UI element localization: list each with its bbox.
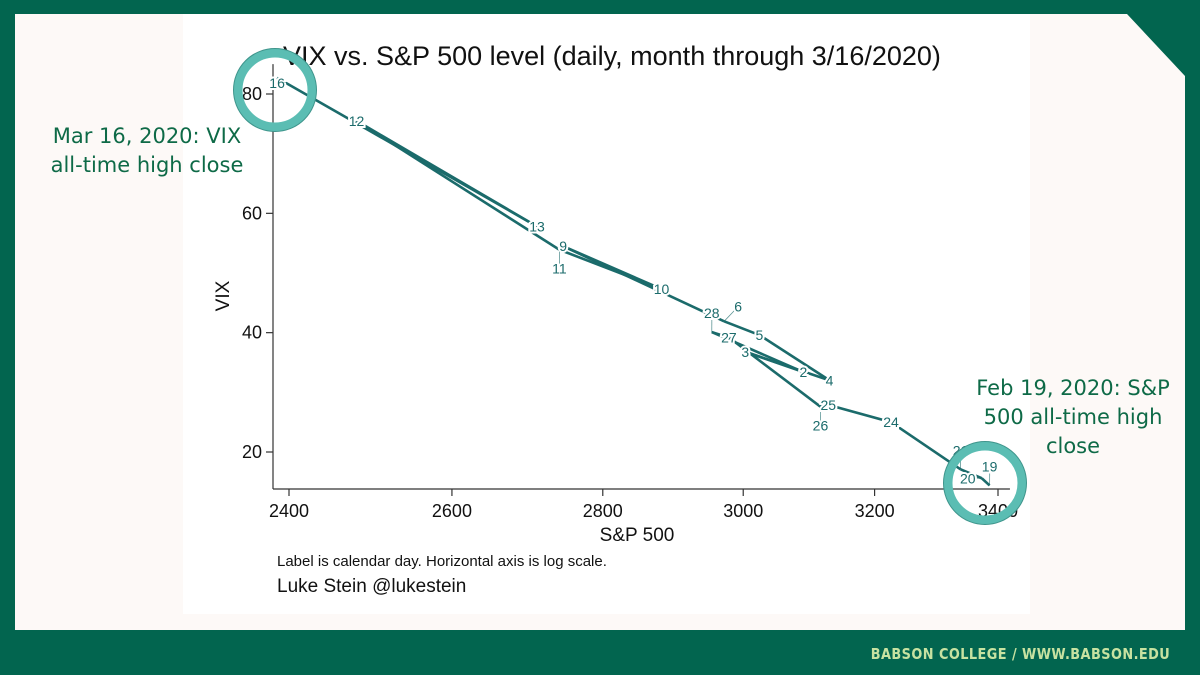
callout-vix-high-line2: all-time high close <box>50 153 244 177</box>
point-label: 10 <box>654 281 670 297</box>
series-segment <box>980 477 991 487</box>
series-segment <box>728 336 822 408</box>
callout-vix-high-line1: Mar 16, 2020: VIX <box>52 124 242 148</box>
point-label: 24 <box>883 414 899 430</box>
series-segment <box>758 333 831 382</box>
x-tick-label: 3200 <box>855 501 895 521</box>
chart-panel: VIX vs. S&P 500 level (daily, month thro… <box>183 14 1030 614</box>
series-segment <box>558 248 663 291</box>
point-label: 13 <box>529 218 545 234</box>
callout-sp500-high: Feb 19, 2020: S&P 500 all-time high clos… <box>968 374 1178 461</box>
footer-brand-text: BABSON COLLEGE / WWW.BABSON.EDU <box>870 645 1170 663</box>
slide-corner-decoration <box>1127 14 1185 76</box>
y-axis-label: VIX <box>213 280 234 311</box>
series-line <box>276 76 991 487</box>
x-axis-label: S&P 500 <box>600 525 675 546</box>
vix-vs-sp500-chart: VIX vs. S&P 500 level (daily, month thro… <box>213 41 1018 546</box>
series-segment <box>744 350 830 382</box>
point-label: 6 <box>734 299 742 315</box>
point-label: 28 <box>704 305 720 321</box>
y-tick-label: 20 <box>242 442 262 462</box>
point-label: 3 <box>741 344 749 360</box>
point-label: 20 <box>960 470 976 486</box>
series-segment <box>723 320 760 337</box>
label-leader-lines <box>559 249 991 486</box>
y-tick-label: 60 <box>242 203 262 223</box>
x-tick-label: 3000 <box>723 501 763 521</box>
chart-title: VIX vs. S&P 500 level (daily, month thro… <box>283 41 941 71</box>
label-leader-line <box>723 306 739 322</box>
series-segment <box>276 76 538 228</box>
callout-sp500-high-line2: 500 all-time high <box>983 405 1163 429</box>
x-tick-label: 3400 <box>978 501 1018 521</box>
point-label: 27 <box>721 329 737 345</box>
point-label: 2 <box>799 364 807 380</box>
series-segment <box>890 421 962 471</box>
point-label: 4 <box>826 372 834 388</box>
callout-vix-high: Mar 16, 2020: VIX all-time high close <box>42 122 252 180</box>
point-label: 12 <box>349 113 365 129</box>
chart-author: Luke Stein @lukestein <box>277 576 467 597</box>
axes: 20 40 60 80 2400 2600 2800 3000 3200 3400 <box>242 64 1018 521</box>
point-label: 16 <box>269 75 285 91</box>
series-segment <box>820 403 829 408</box>
point-label: 25 <box>820 397 836 413</box>
x-tick-label: 2800 <box>583 501 623 521</box>
point-label: 5 <box>756 327 764 343</box>
point-label: 11 <box>552 261 567 277</box>
callout-sp500-high-line3: close <box>1045 434 1101 458</box>
point-label: 21 <box>953 442 969 458</box>
x-tick-label: 2600 <box>432 501 472 521</box>
x-tick-label: 2400 <box>269 501 309 521</box>
point-label: 26 <box>813 418 829 434</box>
y-tick-label: 80 <box>242 84 262 104</box>
chart-caption: Label is calendar day. Horizontal axis i… <box>277 553 607 570</box>
point-label: 9 <box>559 238 567 254</box>
y-tick-label: 40 <box>242 323 262 343</box>
series-segment <box>827 403 892 424</box>
callout-sp500-high-line1: Feb 19, 2020: S&P <box>976 376 1170 400</box>
